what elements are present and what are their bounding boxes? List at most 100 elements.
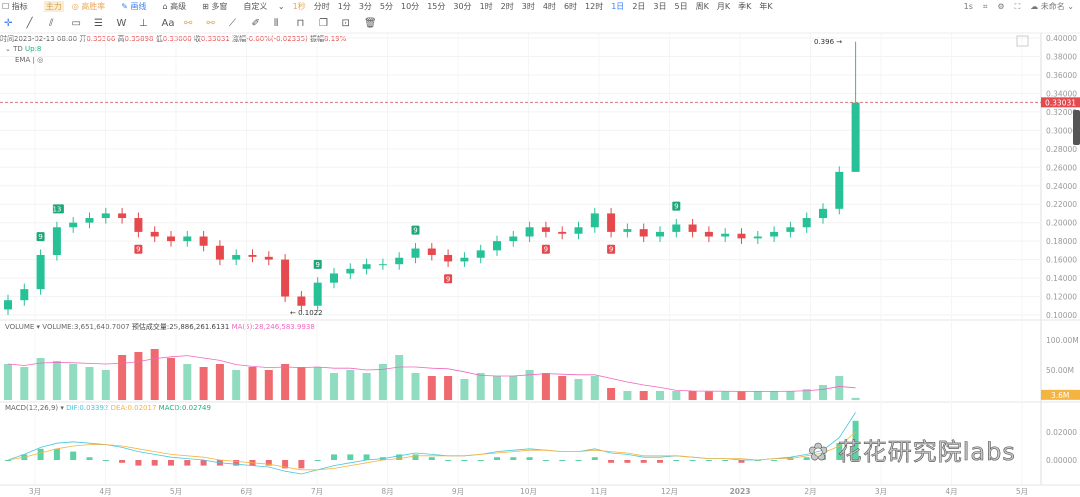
candle-body [85,218,94,223]
interval-2[interactable]: 3分 [358,2,372,11]
td-mark [541,244,550,254]
td-mark-label: 9 [38,233,42,241]
eye-hidden-icon[interactable]: ◎ [37,56,44,64]
volume-bar [378,364,387,400]
candle-body [639,229,648,237]
td-indicator[interactable]: ⌄ TD Up:8 [5,45,42,53]
copy-icon[interactable]: ❐ [319,17,328,29]
custom-dropdown[interactable]: 自定义 ⌄ [243,2,285,11]
volume-last-tag [1041,389,1080,400]
interval-7[interactable]: 1时 [479,2,493,11]
macd-tick: 0.00000 [1046,456,1077,465]
crosshair-icon[interactable]: ✛ [4,17,13,29]
volume-bar [101,370,110,400]
interval-8[interactable]: 2时 [500,2,514,11]
multi-window-button[interactable]: ⊞ 多窗 [202,2,228,11]
draw-button[interactable]: ✎ 画线 [121,2,147,11]
wave-icon[interactable]: W [116,17,127,29]
lock-icon[interactable]: ⫴ [274,17,279,29]
win-rate-button[interactable]: ◎ 高胜率 [71,2,106,11]
ema-indicator[interactable]: EMA | ◎ [15,56,44,64]
interval-4[interactable]: 10分 [401,2,420,11]
interval-10[interactable]: 4时 [542,2,556,11]
candle-body [737,233,746,239]
pencil-icon[interactable]: ✐ [251,17,260,29]
macd-histogram-bar [298,460,305,469]
text-icon[interactable]: Aa [161,17,175,29]
hide-icon[interactable]: ⊡ [341,17,350,29]
interval-16[interactable]: 5日 [674,2,688,11]
parallel-line-icon[interactable]: ⫽ [49,17,54,29]
volume-bar [558,376,567,400]
volume-name[interactable]: VOLUME [5,323,35,331]
close-label: 收 [193,35,201,43]
low-label: 低 [155,35,163,43]
main-badge[interactable]: 主力 [43,1,64,12]
interval-15[interactable]: 3日 [653,2,667,11]
trash-icon[interactable]: 🗑 [364,17,377,29]
candle-body [248,254,257,257]
advanced-button[interactable]: ⌂ 高级 [162,2,187,11]
text-tool-icon[interactable]: ⊥ [139,17,148,29]
x-tick: 4月 [945,487,957,496]
candle-body [20,289,29,301]
td-mark [672,201,681,211]
candle-body [688,224,697,232]
interval-11[interactable]: 6时 [563,2,578,11]
fullscreen-icon[interactable]: ⛶ [1014,1,1021,11]
interval-9[interactable]: 3时 [521,2,535,11]
candle-body [851,102,860,172]
watermark: ✿ 花花研究院labs [808,432,1016,467]
interval-5[interactable]: 15分 [427,2,446,11]
interval-17[interactable]: 周K [695,2,709,11]
volume-bar [346,370,355,400]
macd-histogram-bar [265,460,272,466]
td-mark-label: 9 [315,261,319,269]
ruler-icon[interactable]: ⟋ [229,17,236,29]
interval-12[interactable]: 12时 [585,2,604,11]
candle-body [4,300,12,310]
magnet-icon[interactable]: ⚯ [184,17,193,29]
price-tick: 0.28000 [1046,145,1077,154]
fib-icon[interactable]: ☰ [94,17,103,29]
volume-bar [819,385,827,400]
layout-dropdown[interactable]: ☁ 未命名 ⌄ [1030,2,1074,11]
interval-19[interactable]: 季K [738,2,752,11]
macd-histogram-bar [722,460,729,461]
candle-body [362,264,371,269]
interval-18[interactable]: 月K [716,2,731,11]
volume-bar [395,355,404,400]
screenshot-icon[interactable]: ⌗ [982,1,988,11]
settings-icon[interactable]: ⚙ [997,2,1005,11]
macd-histogram-bar [396,454,403,460]
interval-3[interactable]: 5分 [379,2,393,11]
side-scrollbar[interactable] [1073,110,1080,145]
interval-0[interactable]: 分时 [313,2,330,11]
magnet-strong-icon[interactable]: ⚯ [206,17,215,29]
speed-button[interactable]: 1s [963,2,973,11]
x-tick: 5月 [170,487,182,496]
candle-body [460,257,469,262]
macd-histogram-bar [689,460,696,461]
rectangle-icon[interactable]: ▭ [71,17,81,29]
interval-20[interactable]: 年K [759,2,773,11]
candle-body [558,231,567,234]
volume-legend: VOLUME ▾ VOLUME:3,651,640.7007 预估成交量:25,… [5,323,315,331]
unlock-icon[interactable]: ⊓ [296,17,305,29]
volume-bar [20,367,29,400]
td-mark-label: 9 [413,227,417,235]
candle-body [101,213,110,219]
interval-14[interactable]: 2日 [632,2,646,11]
indicator-button[interactable]: ☐ 指标 [2,2,28,11]
interval-6[interactable]: 30分 [453,2,472,11]
custom-interval[interactable]: 1秒 [292,2,306,11]
interval-1[interactable]: 1分 [337,2,351,11]
interval-13[interactable]: 1日 [611,2,625,11]
candle-body [493,241,501,251]
line-icon[interactable]: ╱ [26,17,33,29]
macd-histogram-bar [233,460,240,466]
macd-name[interactable]: MACD(12,26,9) [5,404,59,412]
volume-bar [167,358,175,400]
candle-body [52,227,61,255]
